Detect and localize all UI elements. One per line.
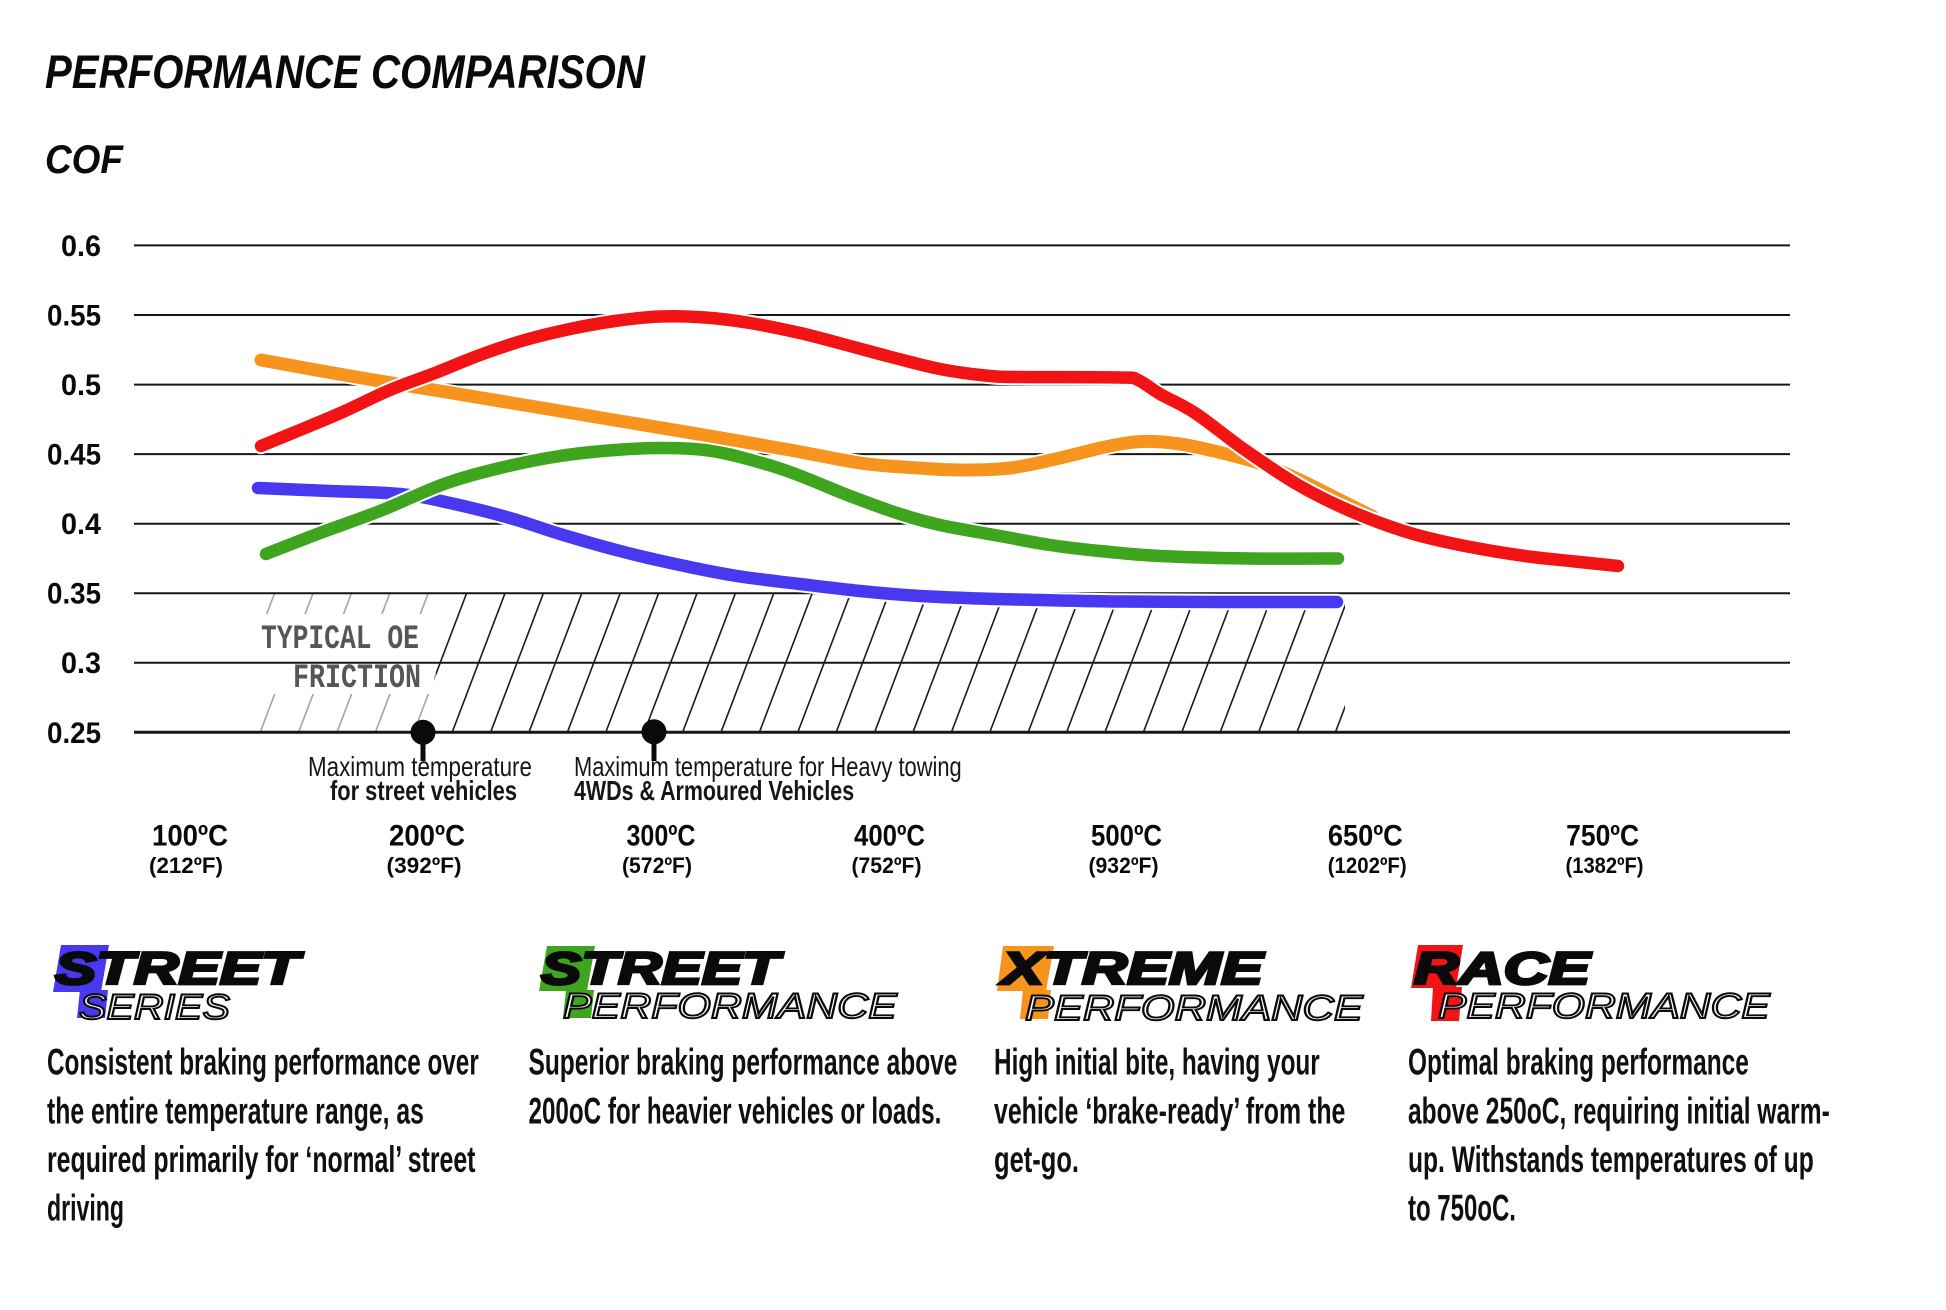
svg-text:(212ºF): (212ºF) xyxy=(149,853,223,878)
svg-text:PERFORMANCE: PERFORMANCE xyxy=(1438,988,1771,1027)
svg-text:to 750oC.: to 750oC. xyxy=(1408,1187,1516,1229)
svg-text:COF: COF xyxy=(45,138,124,183)
svg-text:Maximum temperature: Maximum temperature xyxy=(308,752,532,783)
svg-text:500ºC: 500ºC xyxy=(1091,819,1162,852)
svg-text:Superior braking performance a: Superior braking performance above xyxy=(529,1041,958,1082)
svg-text:FRICTION: FRICTION xyxy=(293,660,421,698)
svg-text:for street vehicles: for street vehicles xyxy=(330,775,517,806)
svg-text:200oC for heavier vehicles or: 200oC for heavier vehicles or loads. xyxy=(529,1090,942,1131)
svg-text:RACE: RACE xyxy=(1414,944,1592,994)
svg-text:above 250oC, requiring initial: above 250oC, requiring initial warm- xyxy=(1408,1090,1830,1131)
svg-text:Consistent braking performance: Consistent braking performance over xyxy=(47,1041,479,1082)
svg-text:High initial bite, having your: High initial bite, having your xyxy=(994,1041,1320,1082)
svg-text:PERFORMANCE: PERFORMANCE xyxy=(1025,989,1364,1028)
svg-text:0.45: 0.45 xyxy=(47,439,101,472)
svg-text:driving: driving xyxy=(47,1187,124,1229)
svg-text:300ºC: 300ºC xyxy=(627,818,696,852)
svg-text:get-go.: get-go. xyxy=(994,1138,1079,1180)
svg-text:0.6: 0.6 xyxy=(61,229,101,263)
svg-text:0.5: 0.5 xyxy=(61,368,101,402)
svg-text:XTREME: XTREME xyxy=(999,944,1265,994)
svg-text:PERFORMANCE COMPARISON: PERFORMANCE COMPARISON xyxy=(45,46,646,99)
svg-text:0.55: 0.55 xyxy=(47,300,101,333)
svg-text:the entire temperature range,: the entire temperature range, as xyxy=(47,1090,424,1131)
svg-text:SERIES: SERIES xyxy=(79,988,230,1027)
svg-text:0.35: 0.35 xyxy=(47,578,101,611)
svg-text:0.4: 0.4 xyxy=(61,507,102,541)
svg-text:(1202ºF): (1202ºF) xyxy=(1328,853,1407,878)
svg-text:required primarily for ‘normal: required primarily for ‘normal’ street xyxy=(47,1138,476,1180)
svg-text:(752ºF): (752ºF) xyxy=(852,852,922,878)
svg-text:PERFORMANCE: PERFORMANCE xyxy=(563,988,898,1026)
svg-text:0.25: 0.25 xyxy=(47,717,101,750)
svg-text:650ºC: 650ºC xyxy=(1328,819,1403,853)
svg-text:(932ºF): (932ºF) xyxy=(1089,852,1159,878)
svg-text:vehicle ‘brake-ready’ from the: vehicle ‘brake-ready’ from the xyxy=(994,1089,1345,1131)
svg-text:STREET: STREET xyxy=(541,944,784,994)
svg-text:Maximum temperature for Heavy: Maximum temperature for Heavy towing xyxy=(574,751,962,782)
svg-text:TYPICAL OE: TYPICAL OE xyxy=(261,621,419,659)
svg-text:up. Withstands temperatures of: up. Withstands temperatures of up xyxy=(1408,1139,1814,1180)
svg-text:750ºC: 750ºC xyxy=(1566,818,1639,852)
svg-text:400ºC: 400ºC xyxy=(854,819,925,852)
svg-text:100ºC: 100ºC xyxy=(152,819,228,852)
svg-text:0.3: 0.3 xyxy=(61,646,101,680)
svg-text:200ºC: 200ºC xyxy=(389,819,465,852)
svg-text:(1382ºF): (1382ºF) xyxy=(1566,853,1644,878)
svg-text:(572ºF): (572ºF) xyxy=(622,852,692,878)
svg-text:Optimal braking performance: Optimal braking performance xyxy=(1408,1041,1749,1082)
svg-text:4WDs & Armoured Vehicles: 4WDs & Armoured Vehicles xyxy=(574,775,854,806)
svg-text:(392ºF): (392ºF) xyxy=(387,853,462,878)
svg-text:STREET: STREET xyxy=(55,944,303,994)
